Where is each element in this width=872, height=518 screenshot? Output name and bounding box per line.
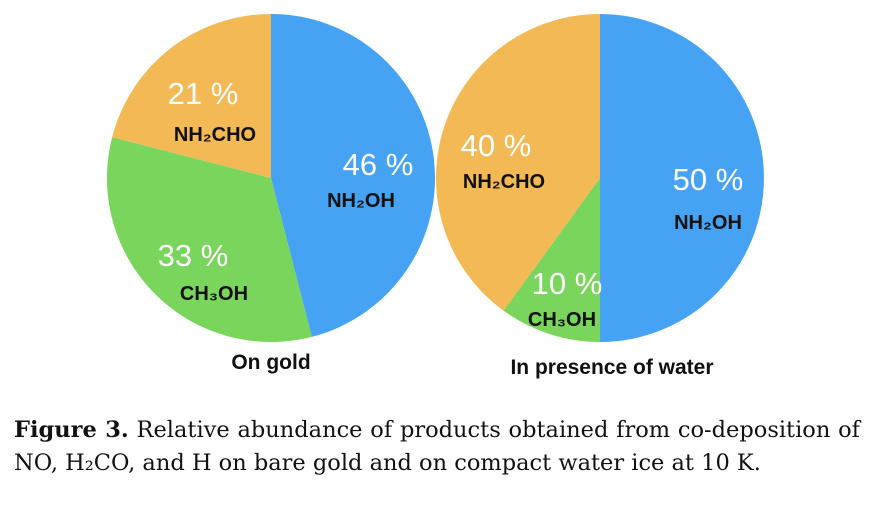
- pie-slice-nh-cho: [112, 14, 272, 178]
- slice-name-label: CH₃OH: [528, 309, 596, 331]
- pie-slice-nh-cho: [435, 13, 600, 311]
- slice-name-label: NH₂CHO: [463, 171, 545, 193]
- pie-slice-nh-oh: [271, 13, 436, 337]
- pie-chart-in-presence-of-water: 50 % NH₂OH 10 % CH₃OH 40 % NH₂CHO In presence …: [435, 13, 764, 379]
- chart-title: In presence of water: [510, 356, 713, 379]
- slice-percent-label: 50 %: [673, 162, 744, 197]
- slice-name-label: NH₂OH: [327, 190, 395, 212]
- figure-caption: Figure 3. Relative abundance of products…: [14, 414, 860, 480]
- slice-percent-label: 40 %: [461, 128, 532, 163]
- slice-percent-label: 10 %: [532, 266, 603, 301]
- slice-percent-label: 33 %: [158, 238, 229, 273]
- pie-slice-nh-oh: [600, 14, 764, 342]
- slice-percent-label: 46 %: [343, 147, 414, 182]
- figure-label: Figure 3.: [14, 417, 129, 443]
- slice-name-label: NH₂CHO: [174, 124, 256, 146]
- slice-percent-label: 21 %: [168, 76, 239, 111]
- slice-name-label: NH₂OH: [674, 212, 742, 234]
- slice-name-label: CH₃OH: [180, 283, 248, 305]
- pie-slice-ch-oh: [503, 178, 600, 342]
- pie-charts-figure: 46 % NH₂OH 33 % CH₃OH 21 % NH₂CHO On gold 50 %…: [106, 13, 764, 379]
- caption-text: Relative abundance of products obtained …: [14, 417, 860, 476]
- chart-title: On gold: [231, 351, 310, 374]
- pie-slice-ch-oh: [106, 137, 312, 343]
- pie-chart-on-gold: 46 % NH₂OH 33 % CH₃OH 21 % NH₂CHO On gold: [106, 13, 436, 374]
